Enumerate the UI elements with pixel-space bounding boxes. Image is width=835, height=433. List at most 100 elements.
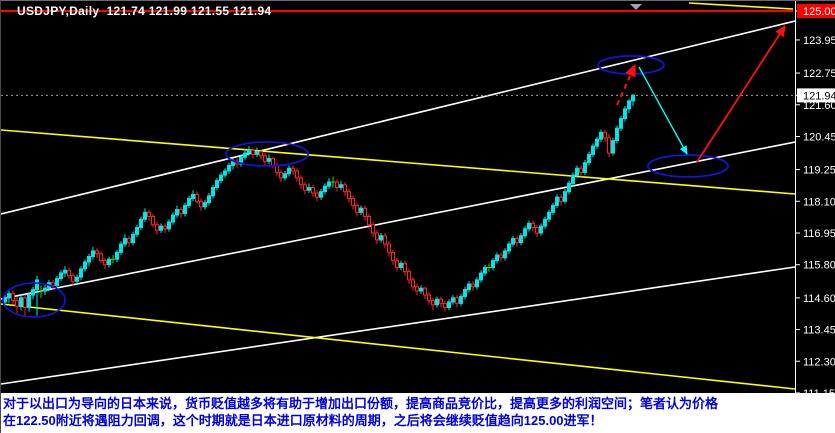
candle-body: [227, 164, 231, 172]
candle-body: [123, 238, 127, 245]
candle-body: [431, 300, 435, 306]
price-label: 120.45: [803, 131, 835, 143]
price-chart-canvas: 125.00 123.95 122.75 121.60 120.45 119.25 118.…: [1, 1, 835, 393]
candle: [151, 213, 155, 228]
candle-body: [143, 211, 147, 220]
candle-body: [419, 287, 423, 292]
candle: [23, 295, 27, 316]
ellipse-resistance-12250[interactable]: [597, 55, 665, 75]
candle: [251, 147, 255, 159]
candle-body: [179, 209, 183, 215]
candle: [403, 260, 407, 276]
candle: [391, 249, 395, 265]
arrow-advance-to-125[interactable]: [696, 24, 786, 163]
yellow-descending-trendline[interactable]: [1, 129, 795, 195]
candle: [531, 220, 535, 232]
candle-body: [287, 167, 291, 175]
candle-body: [619, 118, 623, 129]
candle-body: [159, 225, 163, 231]
candle: [631, 94, 635, 107]
candle: [583, 159, 587, 176]
candle: [119, 241, 123, 256]
arrow-pullback-cyan[interactable]: [638, 66, 688, 155]
candle-body: [531, 222, 535, 229]
candle: [83, 259, 87, 272]
candle: [447, 299, 451, 311]
candle: [31, 286, 35, 300]
candle-body: [387, 243, 391, 253]
candle: [195, 191, 199, 205]
candle: [191, 190, 195, 202]
candle: [479, 270, 483, 283]
candle: [435, 296, 439, 308]
candle-body: [347, 191, 351, 200]
arrow-rally-to-resistance[interactable]: [616, 63, 636, 106]
candle-body: [423, 287, 427, 296]
candle: [571, 172, 575, 187]
candle-body: [247, 149, 251, 154]
candle: [55, 275, 59, 289]
ellipse-mid-top[interactable]: [225, 141, 309, 167]
candle: [367, 213, 371, 229]
candle: [419, 285, 423, 294]
candle: [615, 125, 619, 144]
white-lower-support-trendline[interactable]: [1, 266, 795, 385]
candle-body: [555, 196, 559, 206]
candle: [111, 255, 115, 264]
candle: [315, 190, 319, 202]
candle-body: [243, 152, 247, 158]
ellipse-start-zone[interactable]: [2, 282, 66, 318]
candle-body: [483, 266, 487, 274]
candle: [71, 273, 75, 286]
candle: [175, 205, 179, 218]
candle-body: [27, 294, 31, 308]
top-marker-icon[interactable]: [630, 4, 642, 10]
candle-body: [11, 293, 15, 302]
candle: [79, 266, 83, 280]
candle-body: [615, 127, 619, 142]
white-mid-support-trendline[interactable]: [1, 141, 795, 300]
candle-body: [15, 300, 19, 307]
candle-body: [19, 297, 23, 307]
candle-body: [251, 149, 255, 155]
candle-body: [475, 279, 479, 288]
chart-title: USDJPY,Daily 121.74 121.99 121.55 121.94: [17, 4, 272, 18]
candle-body: [55, 278, 59, 286]
candle-body: [279, 171, 283, 179]
candle-body: [439, 298, 443, 304]
candle-body: [455, 297, 459, 304]
candle: [115, 249, 119, 262]
candle-body: [151, 215, 155, 226]
candle: [91, 246, 95, 260]
candle: [443, 300, 447, 312]
candle-body: [219, 174, 223, 182]
candle: [291, 165, 295, 176]
candle: [495, 252, 499, 264]
candle-body: [519, 235, 523, 244]
candle: [535, 224, 539, 238]
white-upper-channel-trendline[interactable]: [1, 20, 795, 215]
ellipse-pullback-target[interactable]: [647, 154, 729, 178]
candle: [491, 257, 495, 271]
candle-body: [507, 243, 511, 252]
candle: [335, 179, 339, 192]
candle-body: [59, 272, 63, 280]
price-label: 118.10: [803, 196, 835, 208]
candle-body: [79, 268, 83, 278]
yellow-lower-descending-trendline[interactable]: [1, 303, 795, 390]
candle-body: [515, 238, 519, 244]
candle: [527, 220, 531, 232]
price-label: 122.75: [803, 68, 835, 80]
candle-body: [295, 170, 299, 179]
candle: [283, 170, 287, 181]
candle: [51, 279, 55, 290]
candle-body: [271, 158, 275, 166]
candle-body: [51, 282, 55, 286]
candle-body: [491, 260, 495, 268]
candle: [123, 234, 127, 247]
yellow-top-right-trendline[interactable]: [688, 2, 794, 10]
candle-body: [303, 184, 307, 191]
candle: [455, 295, 459, 308]
candle-body: [335, 181, 339, 189]
